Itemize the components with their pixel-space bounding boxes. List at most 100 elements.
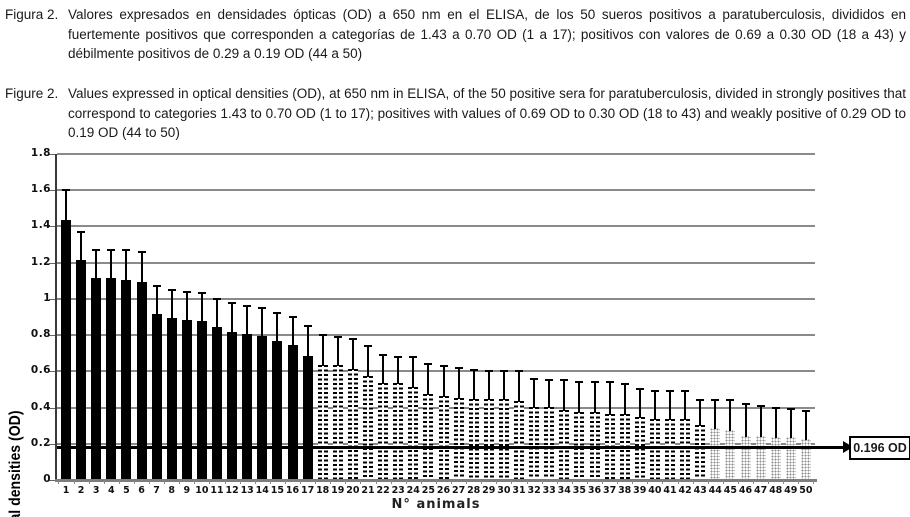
x-tick-6 — [149, 480, 151, 484]
x-tick-label-2: 2 — [77, 485, 85, 496]
x-tick-5 — [133, 480, 135, 484]
bar-18 — [317, 364, 328, 479]
error-bar-cap-5 — [122, 248, 131, 251]
x-tick-25 — [435, 480, 437, 484]
x-tick-22 — [390, 480, 392, 484]
bar-1 — [61, 220, 71, 479]
bar-17 — [302, 355, 313, 479]
y-tick-label-0.4: 0.4 — [30, 400, 51, 413]
y-tick-0.8 — [49, 335, 55, 337]
x-tick-label-39: 39 — [633, 485, 647, 496]
error-bar-cap-16 — [288, 316, 297, 318]
x-tick-48 — [783, 480, 785, 484]
error-bar-cap-13 — [243, 305, 252, 308]
error-bar-cap-24 — [409, 355, 418, 358]
error-bar-cap-14 — [258, 306, 267, 309]
x-tick-label-25: 25 — [421, 485, 435, 496]
y-tick-0.2 — [49, 443, 55, 445]
error-bar-cap-22 — [379, 354, 388, 357]
error-bar-27 — [457, 367, 460, 399]
error-bar-cap-46 — [741, 402, 750, 405]
x-tick-label-46: 46 — [738, 485, 753, 496]
error-bar-28 — [472, 369, 475, 401]
y-tick-0.6 — [49, 371, 55, 373]
error-bar-29 — [487, 371, 490, 401]
error-bar-cap-43 — [696, 399, 705, 402]
error-bar-cap-1 — [62, 189, 70, 192]
x-tick-36 — [602, 480, 604, 484]
error-bar-cap-17 — [303, 325, 312, 328]
error-bar-cap-45 — [726, 399, 735, 402]
bar-30 — [498, 399, 509, 479]
x-tick-38 — [632, 480, 634, 484]
error-bar-33 — [548, 380, 551, 408]
x-tick-label-21: 21 — [361, 485, 375, 496]
x-tick-7 — [164, 480, 166, 484]
x-tick-label-22: 22 — [376, 485, 390, 496]
x-tick-label-47: 47 — [753, 485, 768, 496]
error-bar-42 — [684, 391, 687, 421]
bar-15 — [272, 341, 283, 479]
x-tick-46 — [753, 480, 755, 484]
error-bar-23 — [397, 356, 400, 385]
gridline-1.4 — [57, 225, 815, 228]
x-tick-label-18: 18 — [316, 485, 330, 496]
x-tick-label-29: 29 — [482, 485, 496, 496]
bar-31 — [514, 401, 524, 479]
x-tick-49 — [798, 480, 800, 484]
cutoff-arrow-icon — [843, 441, 853, 453]
x-tick-11 — [224, 480, 226, 484]
bar-9 — [181, 319, 192, 479]
x-tick-label-48: 48 — [769, 485, 783, 496]
error-bar-30 — [502, 371, 505, 401]
gridline-1 — [57, 297, 815, 300]
error-bar-16 — [291, 317, 294, 346]
x-tick-label-30: 30 — [497, 485, 511, 496]
x-tick-label-32: 32 — [527, 485, 541, 496]
x-tick-17 — [315, 480, 317, 484]
y-tick-1 — [49, 298, 55, 300]
bar-27 — [453, 397, 464, 479]
x-tick-16 — [300, 480, 302, 484]
x-tick-label-9: 9 — [183, 485, 191, 496]
error-bar-cap-35 — [575, 381, 584, 384]
bar-16 — [287, 344, 298, 479]
x-tick-29 — [496, 480, 498, 484]
x-tick-30 — [511, 480, 513, 484]
x-tick-50 — [813, 480, 815, 484]
x-tick-24 — [420, 480, 422, 484]
bar-28 — [468, 399, 479, 479]
y-tick-label-0.2: 0.2 — [30, 436, 51, 449]
x-tick-label-11: 11 — [210, 485, 224, 496]
error-bar-cap-21 — [364, 344, 372, 347]
x-tick-12 — [239, 480, 241, 484]
x-tick-1 — [73, 480, 75, 484]
bar-26 — [438, 395, 449, 479]
x-tick-28 — [481, 480, 483, 484]
error-bar-37 — [608, 382, 611, 415]
error-bar-cap-8 — [167, 288, 176, 291]
gridline-0.2 — [57, 442, 815, 445]
error-bar-cap-40 — [650, 390, 659, 393]
caption-spanish-label: Figura 2. — [5, 7, 59, 22]
x-tick-label-15: 15 — [270, 485, 284, 496]
error-bar-36 — [593, 382, 596, 413]
error-bar-cap-3 — [92, 248, 101, 251]
error-bar-50 — [804, 411, 807, 441]
error-bar-cap-37 — [605, 381, 614, 384]
x-tick-35 — [586, 480, 588, 484]
x-tick-9 — [194, 480, 196, 484]
bar-23 — [393, 383, 404, 479]
bar-14 — [257, 335, 268, 479]
bar-41 — [665, 419, 675, 479]
bar-10 — [196, 321, 207, 479]
error-bar-14 — [261, 307, 264, 337]
caption-english: Figure 2. Values expressed in optical de… — [5, 84, 906, 143]
bar-22 — [378, 383, 389, 479]
x-tick-31 — [526, 480, 528, 484]
error-bar-34 — [563, 380, 566, 412]
x-tick-37 — [617, 480, 619, 484]
error-bar-cap-50 — [801, 410, 810, 413]
x-tick-3 — [103, 480, 105, 484]
